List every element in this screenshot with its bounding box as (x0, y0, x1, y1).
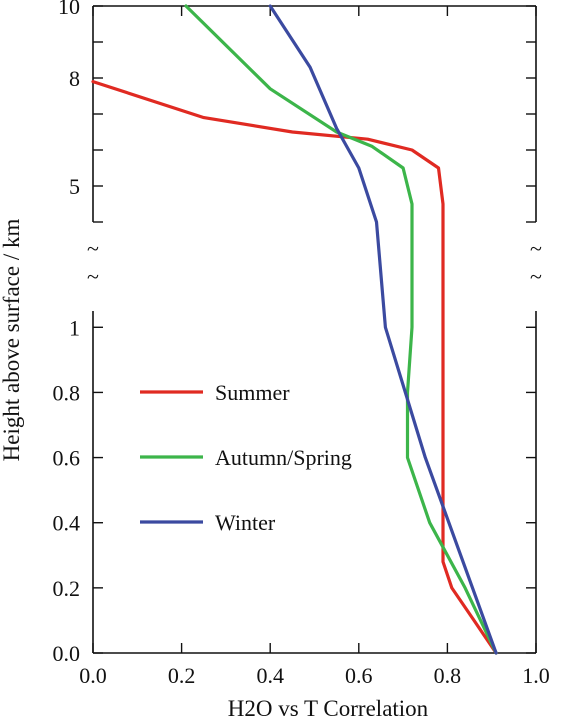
x-tick-label: 1.0 (522, 663, 550, 688)
series-line-winter (268, 4, 498, 655)
y-tick-label: 0.2 (53, 576, 81, 601)
right-axis-break-mark: ~ (530, 264, 542, 289)
y-tick-label: 0.4 (53, 511, 81, 536)
legend-label: Winter (215, 510, 276, 535)
legend-label: Autumn/Spring (215, 445, 352, 470)
series-lines (91, 4, 498, 655)
y-tick-label: 8 (69, 66, 80, 91)
series-line-autumn-spring (184, 4, 498, 655)
x-tick-label: 0.0 (79, 663, 107, 688)
x-axis-label: H2O vs T Correlation (228, 696, 429, 721)
x-tick-label: 0.6 (345, 663, 373, 688)
y-tick-label: 0.6 (53, 446, 81, 471)
series-line-summer (91, 79, 498, 655)
right-axis-break-mark: ~ (530, 236, 542, 261)
left-axis-break-mark: ~ (87, 236, 99, 261)
axis-ticks (92, 5, 537, 654)
x-tick-label: 0.8 (434, 663, 462, 688)
y-axis-label: Height above surface / km (0, 219, 24, 462)
y-tick-label: 10 (58, 0, 80, 19)
legend-label: Summer (215, 380, 290, 405)
x-tick-label: 0.4 (256, 663, 284, 688)
y-tick-label: 0.0 (53, 641, 81, 666)
left-axis-break-mark: ~ (87, 264, 99, 289)
x-tick-label: 0.2 (168, 663, 196, 688)
y-tick-label: 5 (69, 174, 80, 199)
y-tick-label: 0.8 (53, 380, 81, 405)
legend: Summer Autumn/Spring Winter (140, 380, 352, 535)
y-tick-label: 1 (69, 315, 80, 340)
tick-labels: 0.0 0.2 0.4 0.6 0.8 1.0 0.0 0.2 0.4 0.6 0.8 1 5 8 10 (53, 0, 550, 688)
